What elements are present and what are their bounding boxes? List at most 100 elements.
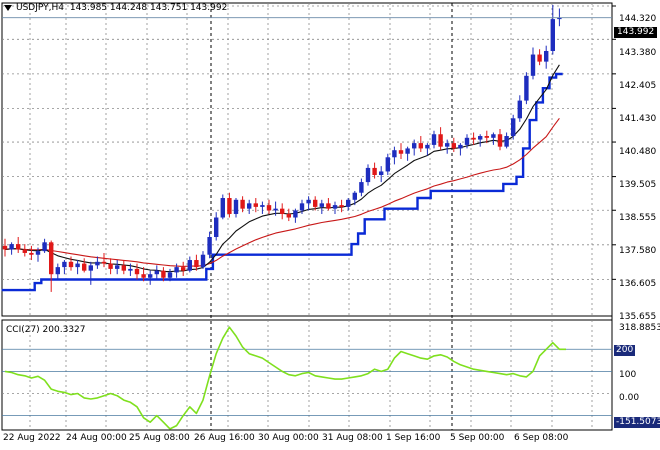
candle: [62, 260, 67, 275]
candle: [484, 130, 489, 144]
candle-body: [200, 254, 206, 268]
candle-body: [385, 157, 390, 172]
candle: [491, 132, 496, 145]
price-tick: 136.605: [619, 279, 657, 289]
candle-body: [181, 267, 186, 271]
candle-body: [550, 19, 555, 51]
candle-body: [240, 199, 245, 209]
time-tick: 25 Aug 08:00: [129, 433, 190, 443]
candle-body: [497, 134, 503, 147]
candle: [128, 263, 133, 276]
candle-body: [471, 137, 476, 140]
candle-body: [517, 100, 522, 119]
candle: [9, 242, 14, 255]
candle: [511, 114, 516, 140]
candle: [412, 139, 417, 156]
candle: [82, 258, 87, 273]
candle-body: [214, 217, 219, 238]
candle: [517, 95, 522, 122]
cci-panel-frame: [1, 319, 613, 431]
candle-body: [2, 245, 8, 250]
candle-body: [504, 136, 509, 147]
time-tick: 1 Sep 16:00: [386, 433, 441, 443]
candle: [550, 4, 555, 55]
candle: [326, 198, 331, 211]
candle: [220, 194, 225, 220]
time-tick: 30 Aug 00:00: [258, 433, 319, 443]
time-tick: 22 Aug 2022: [3, 433, 61, 443]
candle-body: [392, 150, 397, 158]
candle-body: [537, 54, 542, 62]
candle: [187, 256, 192, 273]
symbol-label: USDJPY,H4: [16, 3, 64, 13]
candle: [2, 238, 8, 257]
candle: [524, 72, 529, 105]
candle: [233, 198, 239, 218]
candle: [504, 132, 509, 149]
candle: [280, 203, 285, 220]
candle: [16, 237, 21, 253]
candle-body: [35, 251, 41, 255]
candle-body: [161, 270, 166, 278]
candle: [359, 178, 364, 197]
candle: [299, 199, 305, 214]
candle-body: [148, 274, 153, 278]
candle: [161, 267, 166, 282]
candle-body: [458, 144, 463, 149]
time-tick: 26 Aug 16:00: [194, 433, 255, 443]
price-tick: 142.405: [619, 81, 657, 91]
candle: [445, 139, 450, 154]
candle-body: [9, 244, 14, 250]
candle-body: [372, 167, 377, 176]
candle-body: [438, 134, 443, 147]
candle-body: [174, 267, 179, 273]
cci-tick: -151.5073: [614, 417, 660, 428]
candle-body: [108, 263, 113, 269]
candle: [207, 231, 212, 259]
candle-body: [95, 261, 100, 266]
candle: [240, 196, 245, 213]
candle: [537, 49, 542, 66]
fast-ma-line: [4, 64, 560, 273]
dropdown-arrow-icon[interactable]: [4, 4, 12, 11]
candle-body: [115, 265, 120, 269]
candle-body: [339, 205, 344, 207]
candle-body: [187, 260, 192, 271]
candle: [266, 199, 272, 214]
candle: [42, 238, 47, 253]
candle-body: [22, 249, 27, 253]
candle-body: [445, 143, 450, 147]
chart-title: USDJPY,H4 143.985 144.248 143.751 143.99…: [4, 3, 227, 13]
candle-body: [511, 118, 516, 137]
candle: [121, 260, 126, 275]
candle: [253, 198, 258, 213]
candle-body: [141, 274, 146, 278]
candle: [55, 263, 60, 280]
time-tick: 6 Sep 08:00: [514, 433, 569, 443]
candle-body: [207, 237, 212, 255]
candle-body: [299, 203, 305, 211]
candle: [49, 240, 54, 292]
current-price-tag: 143.992: [614, 27, 658, 38]
candle: [392, 146, 397, 165]
candle: [214, 212, 219, 241]
candle: [108, 258, 113, 275]
price-tick: 137.580: [619, 246, 657, 256]
candle-body: [524, 75, 529, 101]
candle-body: [42, 242, 47, 252]
candle: [544, 45, 549, 69]
candle: [88, 261, 93, 285]
candle-body: [431, 134, 437, 145]
candle: [148, 270, 153, 285]
price-tick: 141.430: [619, 114, 657, 124]
slow-ma-line: [4, 117, 560, 267]
time-tick: 31 Aug 08:00: [322, 433, 383, 443]
candle-body: [280, 208, 285, 214]
candle-body: [121, 265, 126, 271]
candle-body: [75, 263, 80, 268]
candle: [194, 254, 199, 271]
candle-body: [82, 263, 87, 271]
candle: [273, 201, 278, 216]
candle-body: [332, 205, 338, 209]
